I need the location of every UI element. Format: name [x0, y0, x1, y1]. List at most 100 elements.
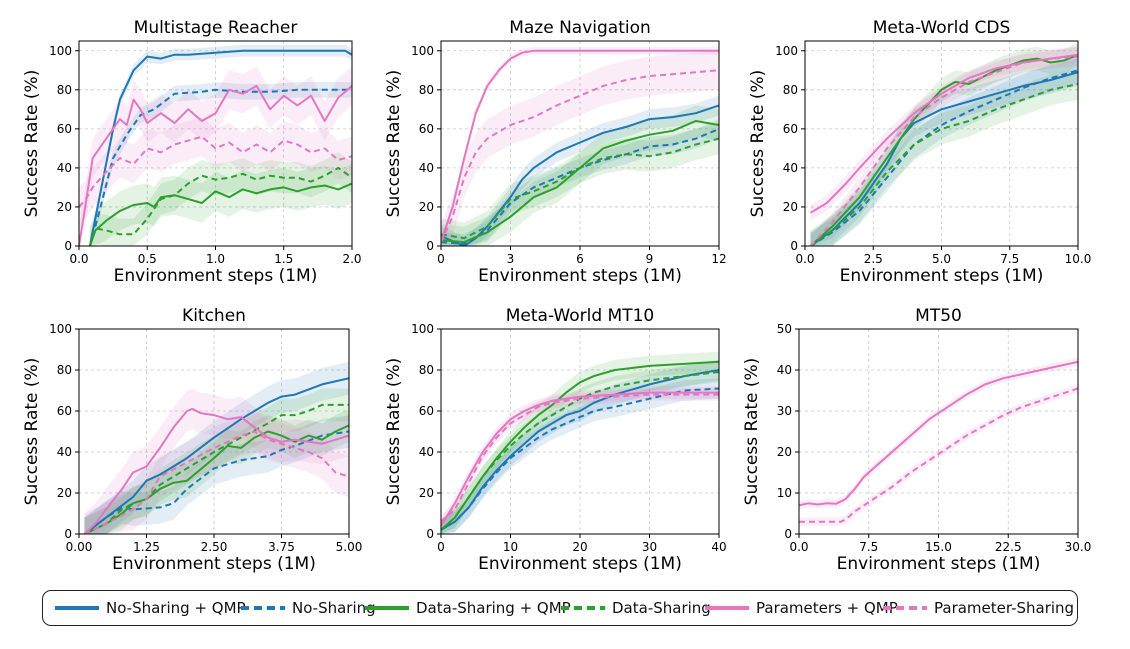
chart-title: Multistage Reacher [134, 18, 298, 38]
legend-swatch [705, 606, 749, 610]
chart-title: Maze Navigation [509, 18, 651, 38]
series-line [79, 135, 352, 208]
series-line [83, 377, 349, 534]
chart-panel: 0.00 1.25 2.50 3.75 5.00 0 20 40 60 80 100 Kitchen E… [22, 306, 362, 574]
plot-area [83, 361, 349, 534]
y-axis-label: Success Rate (%) [384, 358, 404, 506]
series-band [441, 359, 719, 534]
chart-title: MT50 [915, 306, 962, 326]
y-tick-label: 40 [783, 161, 798, 175]
x-tick-label: 7.5 [1000, 252, 1019, 266]
series-band [79, 66, 352, 246]
series-line [441, 69, 719, 243]
legend-item-data-sharing-qmp: Data-Sharing + QMP [365, 591, 571, 625]
series-line [799, 387, 1078, 523]
x-tick-label: 15.0 [925, 540, 952, 554]
plot-area [441, 46, 719, 246]
series-line [441, 371, 719, 531]
x-tick-label: 0 [437, 252, 445, 266]
series-line [88, 88, 352, 246]
y-tick-label: 0 [64, 239, 72, 253]
legend-label: Parameters + QMP [756, 599, 898, 617]
series-line [809, 83, 1078, 246]
y-tick-label: 100 [49, 44, 72, 58]
y-tick-label: 20 [419, 200, 434, 214]
y-tick-label: 20 [57, 486, 72, 500]
legend-label: Parameter-Sharing [934, 599, 1075, 617]
y-tick-label: 80 [419, 83, 434, 97]
y-tick-label: 60 [57, 122, 72, 136]
y-tick-label: 60 [57, 404, 72, 418]
x-tick-label: 6 [576, 252, 584, 266]
chart-title: Meta-World CDS [873, 18, 1011, 38]
series-band [441, 50, 719, 246]
x-tick-label: 0.0 [69, 252, 88, 266]
x-tick-label: 10.0 [1065, 252, 1092, 266]
x-tick-label: 2.0 [342, 252, 361, 266]
x-tick-label: 1.5 [274, 252, 293, 266]
x-tick-label: 2.5 [864, 252, 883, 266]
y-tick-label: 60 [419, 122, 434, 136]
y-tick-label: 80 [57, 363, 72, 377]
x-tick-label: 10 [503, 540, 518, 554]
y-tick-label: 40 [57, 161, 72, 175]
x-tick-label: 5.0 [932, 252, 951, 266]
series-line [441, 391, 719, 527]
chart-panel: 0 3 6 9 12 0 20 40 60 80 100 Maze Navigation Environ… [384, 18, 727, 286]
x-tick-label: 30.0 [1065, 540, 1092, 554]
x-tick-label: 30 [642, 540, 657, 554]
y-tick-label: 20 [777, 445, 792, 459]
y-tick-label: 40 [419, 161, 434, 175]
plot-area [79, 44, 352, 246]
y-tick-label: 0 [426, 239, 434, 253]
y-tick-label: 60 [419, 404, 434, 418]
y-tick-label: 40 [419, 445, 434, 459]
legend-item-parameter-sharing: Parameter-Sharing [883, 591, 1074, 625]
x-tick-label: 7.5 [859, 540, 878, 554]
x-tick-label: 12 [711, 252, 726, 266]
y-tick-label: 100 [411, 44, 434, 58]
series-line [88, 182, 352, 246]
series-line [83, 430, 349, 534]
series-band [89, 164, 352, 246]
x-axis-label: Environment steps (1M) [114, 266, 318, 286]
y-tick-label: 0 [64, 527, 72, 541]
legend-label: Data-Sharing + QMP [416, 599, 571, 617]
y-axis-label: Success Rate (%) [742, 358, 762, 506]
y-tick-label: 50 [777, 322, 792, 336]
series-line [83, 407, 349, 534]
series-band [441, 351, 719, 534]
series-line [809, 71, 1078, 246]
series-line [799, 360, 1078, 507]
series-line [88, 166, 352, 246]
series-band [84, 408, 349, 534]
y-axis-label: Success Rate (%) [22, 358, 42, 506]
y-tick-label: 0 [790, 239, 798, 253]
y-axis-label: Success Rate (%) [384, 70, 404, 218]
series-line [83, 424, 349, 534]
y-tick-label: 40 [57, 445, 72, 459]
legend-item-no-sharing: No-Sharing [241, 591, 376, 625]
x-tick-label: 0.0 [795, 252, 814, 266]
plot-area [441, 351, 719, 534]
legend-swatch [365, 606, 409, 610]
y-tick-label: 80 [783, 83, 798, 97]
series-band [441, 123, 719, 246]
legend-label: Data-Sharing [612, 599, 711, 617]
legend-swatch [241, 606, 285, 610]
y-tick-label: 20 [783, 200, 798, 214]
series-band [810, 46, 1078, 221]
x-tick-label: 40 [711, 540, 726, 554]
series-line [441, 49, 719, 243]
series-line [79, 84, 352, 246]
series-band [441, 119, 719, 246]
chart-title: Kitchen [182, 306, 246, 326]
series-line [441, 137, 719, 240]
y-axis-label: Success Rate (%) [22, 70, 42, 218]
y-tick-label: 0 [426, 527, 434, 541]
series-band [441, 105, 719, 246]
legend-swatch [883, 606, 927, 610]
x-axis-label: Environment steps (1M) [478, 266, 682, 286]
y-tick-label: 10 [777, 486, 792, 500]
